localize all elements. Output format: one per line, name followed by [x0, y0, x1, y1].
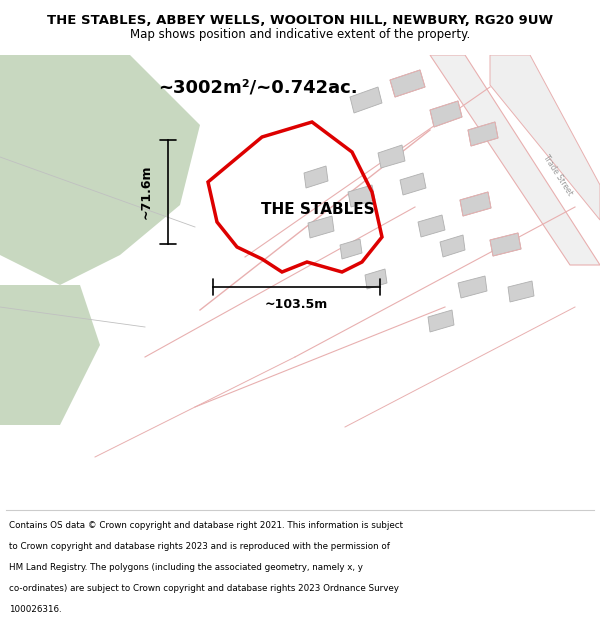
Polygon shape	[430, 101, 462, 127]
Polygon shape	[490, 55, 600, 220]
Polygon shape	[308, 216, 334, 238]
Polygon shape	[304, 166, 328, 188]
Text: THE STABLES, ABBEY WELLS, WOOLTON HILL, NEWBURY, RG20 9UW: THE STABLES, ABBEY WELLS, WOOLTON HILL, …	[47, 14, 553, 27]
Polygon shape	[430, 55, 600, 265]
Polygon shape	[348, 185, 375, 207]
Polygon shape	[460, 192, 491, 216]
Text: Trade Street: Trade Street	[541, 153, 575, 197]
Text: co-ordinates) are subject to Crown copyright and database rights 2023 Ordnance S: co-ordinates) are subject to Crown copyr…	[9, 584, 399, 592]
Text: ~103.5m: ~103.5m	[265, 299, 328, 311]
Text: to Crown copyright and database rights 2023 and is reproduced with the permissio: to Crown copyright and database rights 2…	[9, 542, 390, 551]
Polygon shape	[0, 285, 100, 425]
Text: 100026316.: 100026316.	[9, 604, 62, 614]
Text: THE STABLES: THE STABLES	[261, 201, 375, 216]
Text: HM Land Registry. The polygons (including the associated geometry, namely x, y: HM Land Registry. The polygons (includin…	[9, 562, 363, 572]
Polygon shape	[508, 281, 534, 302]
Text: ~71.6m: ~71.6m	[139, 165, 152, 219]
Polygon shape	[428, 310, 454, 332]
Polygon shape	[440, 235, 465, 257]
Polygon shape	[468, 122, 498, 146]
Polygon shape	[458, 276, 487, 298]
Polygon shape	[418, 215, 445, 237]
Text: Contains OS data © Crown copyright and database right 2021. This information is : Contains OS data © Crown copyright and d…	[9, 521, 403, 529]
Polygon shape	[0, 55, 200, 285]
Polygon shape	[390, 70, 425, 97]
Polygon shape	[400, 173, 426, 195]
Polygon shape	[378, 145, 405, 168]
Text: Map shows position and indicative extent of the property.: Map shows position and indicative extent…	[130, 28, 470, 41]
Polygon shape	[365, 269, 387, 289]
Polygon shape	[350, 87, 382, 113]
Polygon shape	[340, 239, 362, 259]
Text: ~3002m²/~0.742ac.: ~3002m²/~0.742ac.	[158, 79, 358, 97]
Polygon shape	[490, 233, 521, 256]
